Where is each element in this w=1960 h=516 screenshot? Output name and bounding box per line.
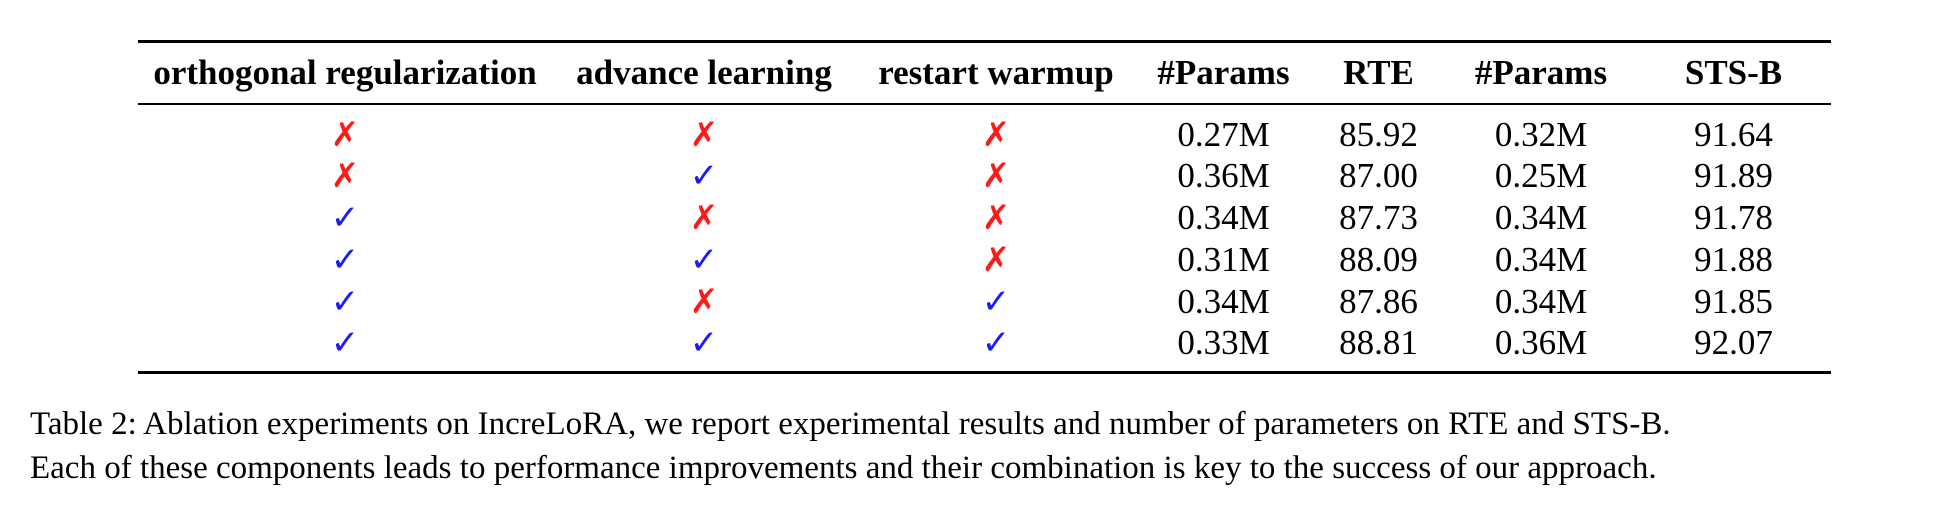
stsb-cell: 91.89 [1694, 155, 1773, 195]
header-restart-warmup: restart warmup [856, 40, 1136, 105]
table-row: ✓ ✓ ✗ 0.31M 88.09 0.34M 91.88 [138, 239, 1831, 281]
stsb-cell: 92.07 [1636, 322, 1831, 374]
header-stsb: STS-B [1636, 40, 1831, 105]
checkmark-icon: ✓ [330, 197, 360, 238]
orthogonal-cell: ✗ [138, 155, 552, 197]
rte-cell: 85.92 [1339, 114, 1418, 154]
orthogonal-cell: ✓ [138, 197, 552, 239]
checkmark-icon: ✓ [330, 322, 360, 363]
cross-icon: ✗ [689, 197, 719, 238]
params-stsb-cell: 0.32M [1494, 114, 1588, 154]
cross-icon: ✗ [689, 114, 719, 155]
header-advance-learning: advance learning [552, 40, 856, 105]
advance-cell: ✗ [552, 281, 856, 323]
restart-cell: ✗ [856, 239, 1136, 281]
table-row: ✗ ✗ ✗ 0.27M 85.92 0.32M 91.64 [138, 104, 1831, 155]
table-row: ✗ ✓ ✗ 0.36M 87.00 0.25M 91.89 [138, 155, 1831, 197]
table-caption: Table 2: Ablation experiments on IncreLo… [30, 402, 1940, 490]
table-header-row: orthogonal regularization advance learni… [138, 40, 1831, 105]
caption-line-2: Each of these components leads to perfor… [30, 450, 1657, 486]
ablation-table: orthogonal regularization advance learni… [138, 40, 1831, 374]
restart-cell: ✓ [856, 281, 1136, 323]
params-rte-cell: 0.33M [1136, 322, 1311, 374]
cross-icon: ✗ [330, 155, 360, 196]
rte-cell: 88.81 [1311, 322, 1446, 374]
params-stsb-cell: 0.34M [1494, 239, 1588, 279]
cross-icon: ✗ [330, 114, 360, 155]
cross-icon: ✗ [981, 197, 1011, 238]
params-rte-cell: 0.36M [1177, 155, 1270, 195]
table-row: ✓ ✓ ✓ 0.33M 88.81 0.36M 92.07 [138, 322, 1831, 374]
params-rte-cell: 0.31M [1177, 239, 1270, 279]
cross-icon: ✗ [981, 239, 1011, 280]
restart-cell: ✗ [856, 155, 1136, 197]
table-body: ✗ ✗ ✗ 0.27M 85.92 0.32M 91.64 ✗ ✓ ✗ 0.36M 87.00 0.25… [138, 104, 1831, 374]
caption-line-1: Table 2: Ablation experiments on IncreLo… [30, 406, 1671, 442]
checkmark-icon: ✓ [330, 239, 360, 280]
rte-cell: 87.00 [1339, 155, 1418, 195]
advance-cell: ✗ [552, 197, 856, 239]
advance-cell: ✗ [552, 104, 856, 155]
checkmark-icon: ✓ [689, 239, 719, 280]
advance-cell: ✓ [552, 322, 856, 374]
stsb-cell: 91.88 [1694, 239, 1773, 279]
restart-cell: ✗ [856, 197, 1136, 239]
params-rte-cell: 0.27M [1177, 114, 1270, 154]
table-row: ✓ ✗ ✓ 0.34M 87.86 0.34M 91.85 [138, 281, 1831, 323]
params-stsb-cell: 0.36M [1446, 322, 1636, 374]
header-params-stsb: #Params [1446, 40, 1636, 105]
rte-cell: 87.73 [1339, 197, 1418, 237]
advance-cell: ✓ [552, 239, 856, 281]
restart-cell: ✓ [856, 322, 1136, 374]
params-stsb-cell: 0.34M [1494, 281, 1588, 321]
checkmark-icon: ✓ [330, 281, 360, 322]
checkmark-icon: ✓ [689, 322, 719, 363]
stsb-cell: 91.85 [1694, 281, 1773, 321]
params-rte-cell: 0.34M [1177, 281, 1270, 321]
cross-icon: ✗ [981, 114, 1011, 155]
ablation-table-container: orthogonal regularization advance learni… [138, 40, 1831, 374]
stsb-cell: 91.78 [1694, 197, 1773, 237]
header-rte: RTE [1311, 40, 1446, 105]
orthogonal-cell: ✓ [138, 239, 552, 281]
orthogonal-cell: ✓ [138, 281, 552, 323]
orthogonal-cell: ✓ [138, 322, 552, 374]
rte-cell: 87.86 [1339, 281, 1418, 321]
params-rte-cell: 0.34M [1177, 197, 1270, 237]
cross-icon: ✗ [981, 155, 1011, 196]
header-orthogonal-regularization: orthogonal regularization [138, 40, 552, 105]
checkmark-icon: ✓ [981, 322, 1011, 363]
checkmark-icon: ✓ [981, 281, 1011, 322]
restart-cell: ✗ [856, 104, 1136, 155]
params-stsb-cell: 0.34M [1494, 197, 1588, 237]
advance-cell: ✓ [552, 155, 856, 197]
checkmark-icon: ✓ [689, 155, 719, 196]
stsb-cell: 91.64 [1694, 114, 1773, 154]
cross-icon: ✗ [689, 281, 719, 322]
rte-cell: 88.09 [1339, 239, 1418, 279]
orthogonal-cell: ✗ [138, 104, 552, 155]
table-row: ✓ ✗ ✗ 0.34M 87.73 0.34M 91.78 [138, 197, 1831, 239]
header-params-rte: #Params [1136, 40, 1311, 105]
params-stsb-cell: 0.25M [1494, 155, 1588, 195]
